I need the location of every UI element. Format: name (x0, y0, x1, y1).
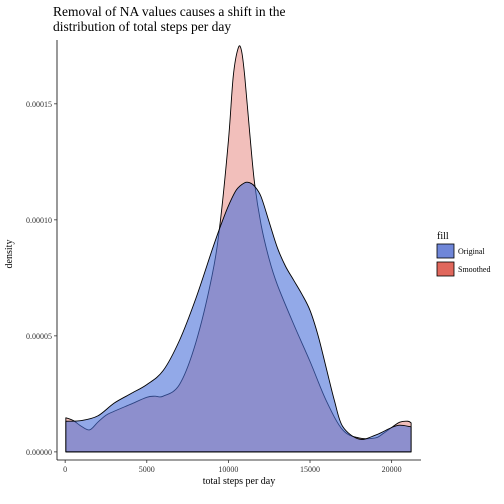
y-axis-ticks: 0.00000 0.00005 0.00010 0.00015 (26, 100, 57, 457)
y-tick-label: 0.00010 (26, 216, 52, 225)
chart-title-line-1: Removal of NA values causes a shift in t… (53, 4, 285, 19)
x-tick-label: 10000 (218, 465, 238, 474)
x-axis-title: total steps per day (203, 476, 275, 487)
density-area-original (65, 181, 412, 453)
legend-key-smoothed (436, 261, 455, 277)
legend-label-original: Original (458, 247, 485, 256)
chart-title-line-2: distribution of total steps per day (53, 19, 231, 34)
legend-title: fill (437, 231, 449, 242)
y-tick-label: 0.00005 (26, 332, 52, 341)
legend-label-smoothed: Smoothed (458, 265, 490, 274)
y-axis-title: density (4, 240, 15, 269)
x-tick-label: 15000 (300, 465, 320, 474)
y-tick-label: 0.00000 (26, 448, 52, 457)
x-axis-ticks: 0 5000 10000 15000 20000 (63, 460, 402, 474)
x-tick-label: 20000 (382, 465, 402, 474)
legend-key-original (436, 243, 455, 259)
y-tick-label: 0.00015 (26, 100, 52, 109)
plot-area (65, 45, 412, 453)
x-tick-label: 5000 (139, 465, 155, 474)
legend: fill Original Smoothed (436, 231, 490, 277)
x-tick-label: 0 (63, 465, 67, 474)
